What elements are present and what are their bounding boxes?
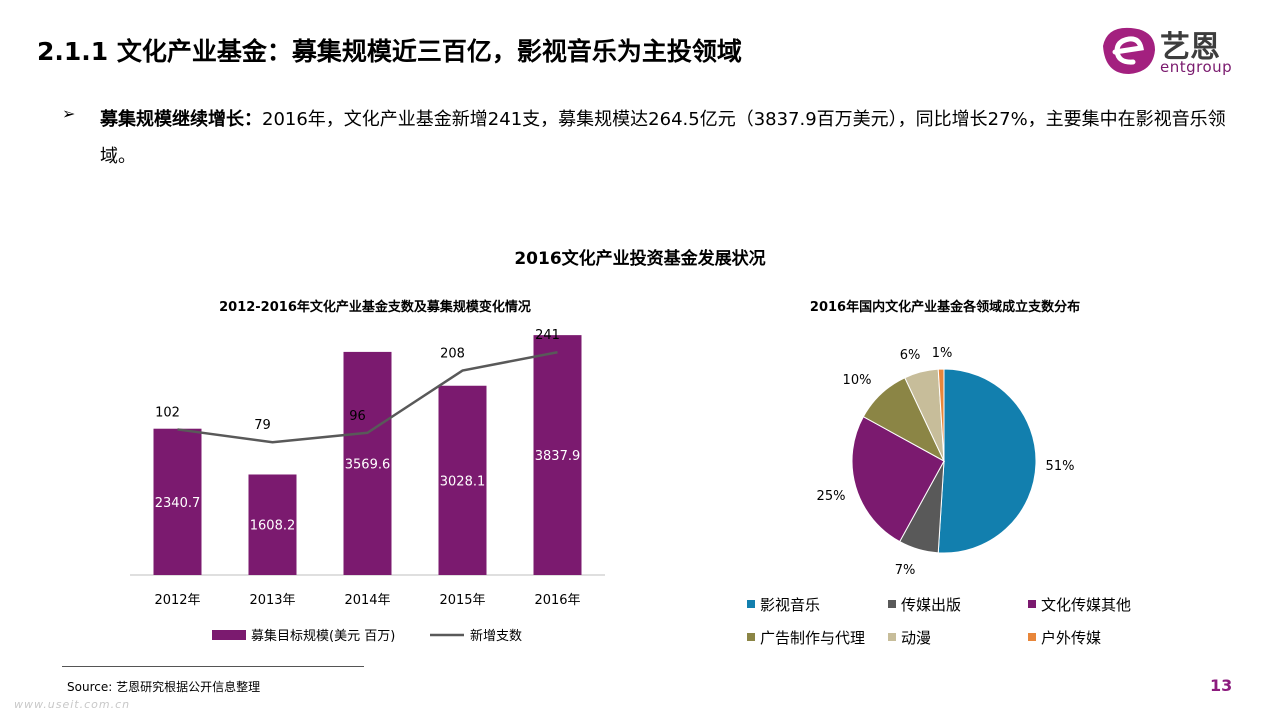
pie-percent-label: 6% — [900, 348, 921, 363]
pie-legend-swatch — [1028, 633, 1036, 641]
bar-value-label: 3569.6 — [345, 457, 391, 472]
bar-2015年 — [438, 385, 487, 575]
pie-slice-户外传媒 — [937, 368, 945, 462]
pie-slice-影视音乐 — [937, 368, 1037, 554]
entgroup-logo — [1103, 27, 1155, 74]
bar-2012年 — [153, 428, 202, 575]
bar-2013年 — [248, 474, 297, 575]
bar-value-label: 3028.1 — [440, 474, 486, 489]
pie-legend-swatch — [1028, 600, 1036, 608]
line-value-label: 241 — [535, 328, 560, 343]
logo-text-cn: 艺恩 — [1160, 30, 1220, 65]
legend-label-bar: 募集目标规模(美元 百万) — [251, 628, 395, 644]
bar-2014年 — [343, 351, 392, 575]
source-divider — [62, 666, 364, 667]
pie-legend-label: 动漫 — [901, 629, 931, 647]
watermark: www.useit.com.cn — [14, 698, 131, 711]
pie-legend-swatch — [747, 600, 755, 608]
line-value-label: 79 — [254, 418, 271, 433]
line-value-label: 96 — [349, 409, 366, 424]
pie-percent-label: 1% — [932, 346, 953, 361]
pie-legend-swatch — [888, 633, 896, 641]
bullet-lead: 募集规模继续增长： — [100, 109, 262, 130]
legend-label-line: 新增支数 — [470, 628, 522, 644]
pie-legend-label: 户外传媒 — [1041, 629, 1101, 647]
pie-slice-文化传媒其他 — [851, 415, 945, 543]
source-note: Source: 艺恩研究根据公开信息整理 — [67, 680, 261, 694]
bar-value-label: 1608.2 — [250, 519, 296, 534]
pie-chart-title: 2016年国内文化产业基金各领域成立支数分布 — [809, 300, 1081, 315]
x-tick-label: 2013年 — [249, 593, 295, 608]
pie-legend-label: 广告制作与代理 — [760, 629, 865, 647]
pie-legend-swatch — [747, 633, 755, 641]
bar-2016年 — [533, 335, 582, 575]
main-chart-title: 2016文化产业投资基金发展状况 — [514, 249, 766, 269]
bullet-body: 2016年，文化产业基金新增241支，募集规模达264.5亿元（3837.9百万… — [100, 109, 1226, 167]
pie-percent-label: 25% — [817, 489, 846, 504]
pie-percent-label: 7% — [895, 563, 916, 578]
logo-text-en: entgroup — [1160, 58, 1233, 76]
bullet-arrow-icon: ➢ — [62, 104, 76, 123]
x-tick-label: 2015年 — [439, 593, 485, 608]
bar-value-label: 2340.7 — [155, 496, 201, 511]
bar-chart-title: 2012-2016年文化产业基金支数及募集规模变化情况 — [219, 300, 531, 315]
bar-value-label: 3837.9 — [535, 449, 581, 464]
pie-percent-label: 10% — [843, 373, 872, 388]
page-number: 13 — [1210, 676, 1233, 695]
line-series-新增支数 — [177, 350, 558, 444]
legend-swatch-bar — [212, 630, 246, 640]
pie-legend-label: 影视音乐 — [760, 596, 820, 614]
x-tick-label: 2014年 — [344, 593, 390, 608]
page-title: 2.1.1 文化产业基金：募集规模近三百亿，影视音乐为主投领域 — [37, 37, 742, 66]
line-value-label: 102 — [155, 405, 180, 420]
pie-legend-label: 传媒出版 — [901, 596, 961, 614]
bullet-paragraph: 募集规模继续增长：2016年，文化产业基金新增241支，募集规模达264.5亿元… — [100, 101, 1240, 175]
pie-legend-swatch — [888, 600, 896, 608]
x-tick-label: 2012年 — [154, 593, 200, 608]
x-tick-label: 2016年 — [534, 593, 580, 608]
pie-legend-label: 文化传媒其他 — [1041, 596, 1131, 614]
pie-percent-label: 51% — [1046, 459, 1075, 474]
line-value-label: 208 — [440, 347, 465, 362]
